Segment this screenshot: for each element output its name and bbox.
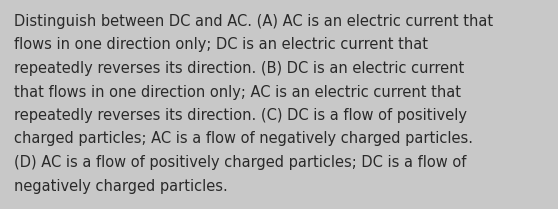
Text: flows in one direction only; DC is an electric current that: flows in one direction only; DC is an el…: [14, 37, 428, 52]
Text: that flows in one direction only; AC is an electric current that: that flows in one direction only; AC is …: [14, 84, 461, 99]
Text: repeatedly reverses its direction. (B) DC is an electric current: repeatedly reverses its direction. (B) D…: [14, 61, 464, 76]
Text: Distinguish between DC and AC. (A) AC is an electric current that: Distinguish between DC and AC. (A) AC is…: [14, 14, 493, 29]
Text: (D) AC is a flow of positively charged particles; DC is a flow of: (D) AC is a flow of positively charged p…: [14, 155, 466, 170]
Text: negatively charged particles.: negatively charged particles.: [14, 178, 228, 194]
Text: charged particles; AC is a flow of negatively charged particles.: charged particles; AC is a flow of negat…: [14, 131, 473, 147]
Text: repeatedly reverses its direction. (C) DC is a flow of positively: repeatedly reverses its direction. (C) D…: [14, 108, 467, 123]
